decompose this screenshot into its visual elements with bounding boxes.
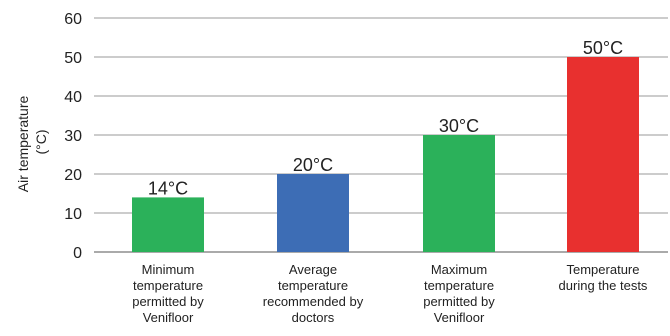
category-label-line: permitted by	[423, 294, 495, 309]
data-labels: 14°C 20°C 30°C 50°C	[148, 38, 623, 198]
category-label-line: temperature	[278, 278, 348, 293]
category-label-line: during the tests	[559, 278, 648, 293]
y-tick-label: 30	[64, 128, 82, 145]
category-label-4: Temperature during the tests	[559, 262, 648, 293]
y-tick-label: 20	[64, 167, 82, 184]
category-label-line: Venifloor	[143, 310, 194, 325]
y-tick-label: 10	[64, 206, 82, 223]
y-axis-title-line-1: Air temperature	[15, 95, 31, 192]
category-label-line: recommended by	[263, 294, 364, 309]
y-axis-ticks: 0 10 20 30 40 50 60	[64, 11, 82, 262]
y-tick-label: 50	[64, 50, 82, 67]
category-label-line: Venifloor	[434, 310, 485, 325]
y-axis-title-line-2: (°C)	[33, 129, 49, 154]
y-tick-label: 60	[64, 11, 82, 28]
bar-4	[567, 57, 639, 252]
category-labels: Minimum temperature permitted by VenifloorA…	[132, 262, 648, 325]
data-label-4: 50°C	[583, 38, 623, 58]
category-label-line: Maximum	[431, 262, 487, 277]
category-label-line: permitted by	[132, 294, 204, 309]
category-label-3: Maximum temperature permitted by Venifloor	[423, 262, 495, 325]
data-label-3: 30°C	[439, 116, 479, 136]
category-label-line: Average	[289, 262, 337, 277]
category-label-line: doctors	[292, 310, 335, 325]
category-label-line: temperature	[424, 278, 494, 293]
category-label-2: Average temperature recommended by doctors	[263, 262, 364, 325]
data-label-1: 14°C	[148, 178, 188, 198]
y-tick-label: 0	[73, 245, 82, 262]
bar-3	[423, 135, 495, 252]
category-label-1: Minimum temperature permitted by Venifloor	[132, 262, 204, 325]
y-axis-title: Air temperature (°C)	[15, 92, 49, 192]
category-label-line: Minimum	[142, 262, 195, 277]
bar-2	[277, 174, 349, 252]
bars	[132, 57, 639, 252]
category-label-line: temperature	[133, 278, 203, 293]
category-label-line: Temperature	[567, 262, 640, 277]
bar-1	[132, 197, 204, 252]
data-label-2: 20°C	[293, 155, 333, 175]
y-tick-label: 40	[64, 89, 82, 106]
